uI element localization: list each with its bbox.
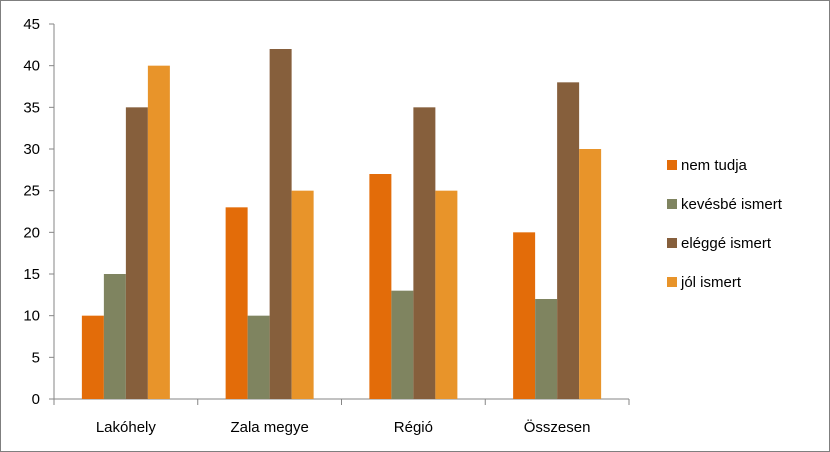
legend-swatch bbox=[667, 199, 677, 209]
legend: nem tudja kevésbé ismert eléggé ismert jól … bbox=[667, 157, 783, 291]
y-tick-label: 5 bbox=[32, 349, 40, 366]
x-tick-label: Lakóhely bbox=[96, 419, 157, 436]
bars bbox=[81, 49, 602, 400]
legend-label: kevésbé ismert bbox=[681, 196, 783, 213]
bar bbox=[225, 207, 248, 399]
x-tick-label: Összesen bbox=[524, 418, 591, 436]
bar bbox=[579, 149, 602, 399]
legend-swatch bbox=[667, 160, 677, 170]
bar bbox=[103, 274, 126, 399]
bar bbox=[435, 190, 458, 399]
legend-swatch bbox=[667, 277, 677, 287]
y-axis-ticks: 0 5 10 15 20 25 30 35 40 45 bbox=[23, 16, 54, 408]
legend-label: nem tudja bbox=[681, 157, 748, 174]
y-tick-label: 15 bbox=[23, 266, 40, 283]
y-tick-label: 45 bbox=[23, 16, 40, 33]
bar bbox=[81, 315, 104, 399]
y-tick-label: 20 bbox=[23, 224, 40, 241]
bar bbox=[125, 107, 148, 399]
bar bbox=[147, 65, 170, 400]
bar bbox=[269, 49, 292, 399]
y-tick-label: 30 bbox=[23, 141, 40, 158]
bar bbox=[535, 299, 558, 399]
y-tick-label: 10 bbox=[23, 308, 40, 325]
bar bbox=[247, 315, 270, 399]
bar bbox=[413, 107, 436, 399]
x-tick-label: Régió bbox=[394, 419, 433, 436]
y-tick-label: 40 bbox=[23, 58, 40, 75]
y-tick-label: 25 bbox=[23, 183, 40, 200]
bar bbox=[369, 174, 392, 399]
x-tick-label: Zala megye bbox=[230, 419, 308, 436]
bar bbox=[557, 82, 580, 399]
y-tick-label: 0 bbox=[32, 391, 40, 408]
legend-label: eléggé ismert bbox=[681, 235, 772, 252]
bar bbox=[291, 190, 314, 399]
legend-swatch bbox=[667, 238, 677, 248]
bar bbox=[391, 290, 414, 399]
legend-label: jól ismert bbox=[680, 274, 742, 291]
x-axis-ticks: Lakóhely Zala megye Régió Összesen bbox=[53, 399, 630, 436]
bar bbox=[513, 232, 536, 399]
y-tick-label: 35 bbox=[23, 99, 40, 116]
